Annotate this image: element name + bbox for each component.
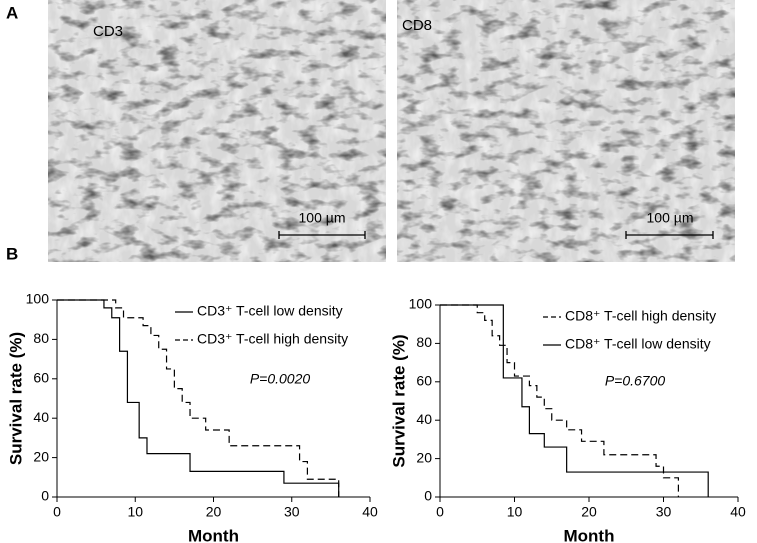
y-tick-label: 20: [33, 448, 49, 464]
y-tick-label: 60: [416, 373, 432, 389]
legend-label: CD8⁺ T-cell high density: [565, 308, 716, 324]
survival-curve: [57, 299, 340, 497]
y-tick-label: 100: [409, 296, 433, 312]
x-tick-label: 10: [127, 504, 143, 520]
survival-curve: [57, 299, 340, 497]
y-tick-label: 0: [424, 488, 432, 504]
x-tick-label: 10: [507, 504, 523, 520]
legend-label: CD8⁺ T-cell low density: [565, 336, 711, 352]
scale-bar-label: 100 µm: [647, 210, 694, 226]
y-tick-label: 80: [416, 334, 432, 350]
y-axis-label: Survival rate (%): [6, 332, 25, 465]
x-axis-label: Month: [564, 526, 615, 543]
x-tick-label: 20: [206, 504, 222, 520]
micrograph: CD8 100 µm: [397, 0, 735, 262]
y-tick-label: 80: [33, 330, 49, 346]
y-tick-label: 40: [416, 411, 432, 427]
micrograph-nuclei: [48, 0, 386, 262]
axes: [439, 305, 738, 498]
survival-curve: [440, 304, 679, 497]
x-tick-label: 0: [436, 504, 444, 520]
x-tick-label: 40: [730, 504, 746, 520]
panel-label: B: [6, 244, 18, 263]
x-tick-label: 30: [656, 504, 672, 520]
annotation: P=0.0020: [250, 371, 311, 387]
annotation: P=0.6700: [605, 373, 666, 389]
x-axis-label: Month: [188, 526, 239, 543]
y-axis-label: Survival rate (%): [389, 334, 408, 467]
x-tick-label: 40: [362, 504, 378, 520]
y-tick-label: 0: [41, 488, 49, 504]
panel-label: A: [6, 3, 18, 22]
stain-label: CD8: [402, 17, 432, 34]
micrograph-nuclei: [397, 0, 735, 262]
x-tick-label: 20: [581, 504, 597, 520]
legend-label: CD3⁺ T-cell low density: [197, 303, 343, 319]
scale-bar-label: 100 µm: [299, 210, 346, 226]
x-tick-label: 0: [53, 504, 61, 520]
legend-label: CD3⁺ T-cell high density: [197, 331, 348, 347]
stain-label: CD3: [93, 23, 123, 40]
micrograph: CD3 100 µm: [48, 0, 386, 262]
scale-bar: [625, 231, 714, 239]
survival-curve: [440, 304, 709, 497]
axes: [56, 300, 370, 498]
y-tick-label: 60: [33, 370, 49, 386]
x-tick-label: 30: [284, 504, 300, 520]
y-tick-label: 20: [416, 449, 432, 465]
scale-bar: [278, 231, 366, 239]
y-tick-label: 40: [33, 409, 49, 425]
y-tick-label: 100: [26, 291, 50, 307]
